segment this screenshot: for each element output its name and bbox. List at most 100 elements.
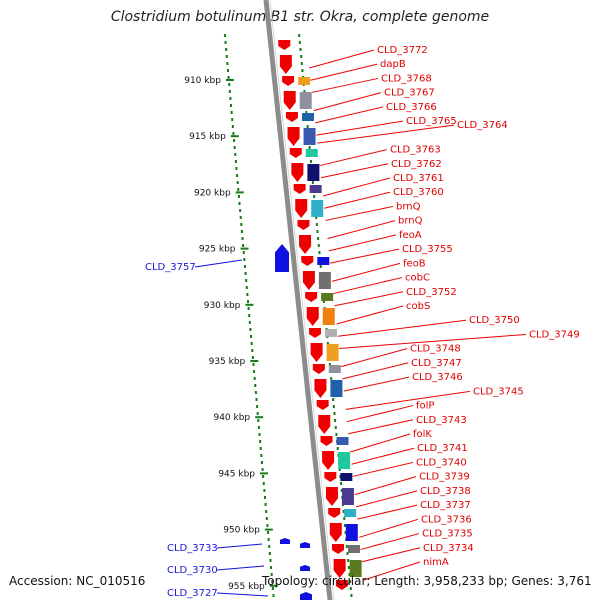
guide-dot <box>236 181 239 184</box>
label-leader <box>317 124 455 144</box>
label-leader <box>310 63 378 81</box>
guide-dot <box>300 55 303 58</box>
map-footer: Accession: NC_010516 Topology: circular;… <box>0 574 600 594</box>
feature-box <box>311 200 324 217</box>
tick-label: 935 kbp <box>209 357 246 367</box>
feature-box <box>299 92 312 109</box>
cds-arrow <box>293 184 306 194</box>
gene-label-right: CLD_3766 <box>386 102 437 113</box>
guide-dot <box>268 552 271 555</box>
guide-dot <box>230 104 233 107</box>
guide-dot <box>344 531 347 534</box>
backbone-shadow <box>269 0 335 600</box>
feature-box <box>298 77 311 85</box>
cds-arrow <box>305 292 318 302</box>
cds-arrow <box>308 328 321 338</box>
gene-label-right: CLD_3735 <box>422 529 473 540</box>
guide-dot <box>308 146 311 149</box>
guide-dot <box>245 279 248 282</box>
guide-dot <box>266 524 269 527</box>
guide-dot <box>272 594 275 597</box>
guide-dot <box>226 69 229 72</box>
cds-arrow <box>318 415 331 434</box>
tick-label: 950 kbp <box>223 526 260 536</box>
guide-dot <box>349 580 352 583</box>
guide-dot <box>243 265 246 268</box>
guide-dot <box>247 307 250 310</box>
guide-dot <box>240 223 243 226</box>
guide-dot <box>300 62 303 65</box>
guide-dot <box>259 440 262 443</box>
guide-dot <box>328 363 331 366</box>
gene-label-right: CLD_3761 <box>393 173 444 184</box>
guide-dot <box>224 41 227 44</box>
guide-dot <box>332 398 335 401</box>
feature-box <box>318 272 331 289</box>
label-leader <box>216 565 265 571</box>
label-leader <box>320 163 389 179</box>
accession-text: Accession: NC_010516 <box>9 574 146 588</box>
feature-box <box>340 473 353 481</box>
guide-dot <box>259 447 262 450</box>
guide-dot <box>315 216 318 219</box>
gene-label-right: CLD_3736 <box>421 514 472 525</box>
feature-box <box>344 509 357 517</box>
guide-dot <box>252 363 255 366</box>
feature-box <box>349 560 362 577</box>
guide-dot <box>330 377 333 380</box>
guide-dot <box>236 174 239 177</box>
guide-dot <box>239 209 242 212</box>
guide-dot <box>332 405 335 408</box>
cds-arrow <box>285 112 298 122</box>
gene-label-right: CLD_3737 <box>420 500 471 511</box>
label-leader <box>194 259 243 268</box>
label-leader <box>339 333 527 349</box>
gene-label-right: feoA <box>399 230 422 241</box>
gene-label-right: cobC <box>405 273 430 284</box>
guide-dot <box>301 69 304 72</box>
guide-dot <box>254 391 257 394</box>
feature-box <box>326 344 339 361</box>
label-leader <box>363 561 421 581</box>
guide-dot <box>240 230 243 233</box>
gene-label-right: CLD_3762 <box>391 159 442 170</box>
guide-dot <box>334 419 337 422</box>
guide-dot <box>237 188 240 191</box>
feature-box <box>309 185 322 193</box>
cds-arrow <box>314 379 327 398</box>
gene-features <box>275 40 362 600</box>
label-leader <box>355 490 418 508</box>
label-leader <box>216 592 269 597</box>
cds-arrow <box>297 220 310 230</box>
guide-dot <box>242 251 245 254</box>
tick-label: 925 kbp <box>199 245 236 255</box>
gene-label-right: feoB <box>403 258 426 269</box>
gene-label-right: brnQ <box>398 216 423 227</box>
guide-dot <box>319 265 322 268</box>
label-leader <box>311 77 379 93</box>
cds-arrow <box>333 559 346 578</box>
cds-arrow <box>328 508 341 518</box>
guide-dot <box>263 496 266 499</box>
tick-label: 940 kbp <box>213 413 250 423</box>
cds-arrow <box>301 256 314 266</box>
label-leader <box>309 49 375 69</box>
cds-arrow <box>329 523 342 542</box>
gene-label-right: CLD_3747 <box>411 358 462 369</box>
guide-dot <box>239 216 242 219</box>
guide-dot <box>299 48 302 51</box>
guide-dot <box>271 580 274 583</box>
guide-dot <box>263 489 266 492</box>
guide-dot <box>269 559 272 562</box>
guide-dot <box>306 125 309 128</box>
label-leader <box>342 362 409 380</box>
guide-dot <box>234 153 237 156</box>
guide-dot <box>250 342 253 345</box>
guide-dot <box>265 510 268 513</box>
tick-label: 945 kbp <box>218 469 255 479</box>
cds-arrow <box>278 40 291 50</box>
gene-label-right: brnQ <box>396 201 421 212</box>
guide-dot <box>231 125 234 128</box>
guide-dot <box>229 97 232 100</box>
